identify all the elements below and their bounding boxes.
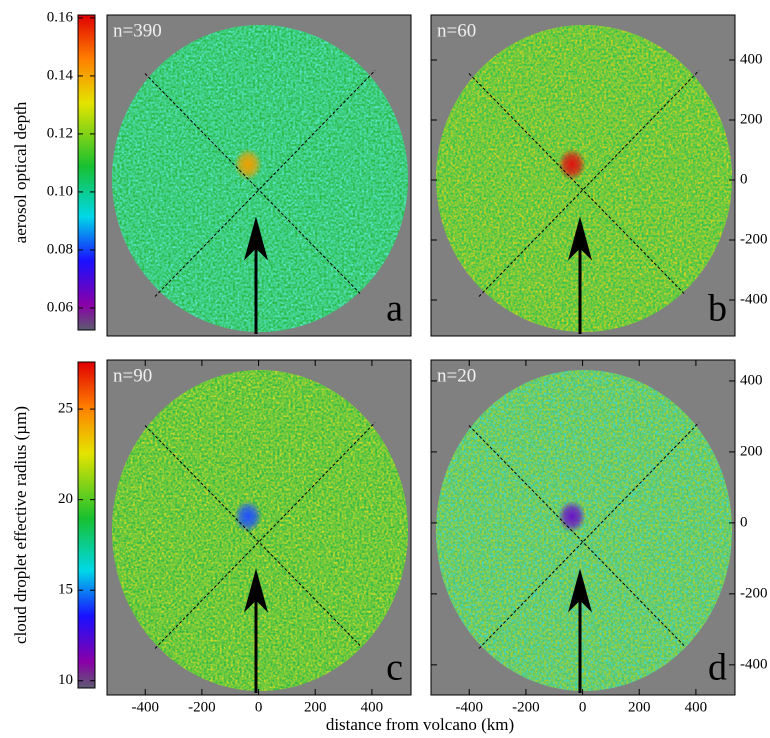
colorbar: 25 20 15 10 cloud droplet effective radius (… — [11, 361, 96, 689]
colorbar-tick-label: 0.10 — [47, 183, 73, 199]
x-tick-label: 0 — [255, 699, 263, 715]
x-tick-label: -400 — [455, 699, 483, 715]
panel-frame — [106, 14, 412, 337]
sector-line — [144, 425, 361, 646]
plume-spot — [234, 148, 262, 181]
panel: n=390 a — [106, 14, 412, 337]
colorbar-tick-label: 0.12 — [47, 125, 73, 141]
wind-arrow-head — [244, 216, 268, 261]
colorbar-label: aerosol optical depth — [11, 101, 30, 243]
heatmap-noise — [112, 370, 408, 691]
y-tick-label: -200 — [740, 231, 768, 247]
annotation: n=20 — [437, 365, 476, 386]
annotation: n=90 — [113, 365, 152, 386]
annotation: n=60 — [437, 20, 476, 41]
colorbar-tick-label: 0.06 — [47, 299, 74, 315]
heatmap-noise — [436, 25, 732, 332]
y-tick-label: -200 — [740, 585, 768, 601]
y-tick-label: 400 — [740, 51, 763, 67]
x-tick-label: 400 — [685, 699, 708, 715]
wind-arrow-head — [568, 216, 592, 261]
y-tick-label: 200 — [740, 443, 763, 459]
x-tick-label: 200 — [628, 699, 651, 715]
panel-frame — [430, 14, 736, 337]
heatmap-disc — [436, 370, 732, 691]
colorbar-tick-label: 0.16 — [47, 9, 74, 25]
colorbar-tick-label: 15 — [58, 582, 73, 598]
colorbar: 0.16 0.14 0.12 0.10 0.08 0.06 aerosol optical … — [11, 9, 96, 331]
sector-line — [468, 425, 685, 646]
sector-line — [154, 70, 376, 297]
sector-line — [478, 70, 700, 297]
colorbar-tick-label: 25 — [58, 401, 73, 417]
y-tick-label: -400 — [740, 291, 768, 307]
sector-line — [478, 422, 700, 649]
colorbar-tick-label: 0.08 — [47, 241, 73, 257]
y-tick-label: 400 — [740, 372, 763, 388]
plume-spot — [234, 500, 262, 533]
sector-line — [144, 73, 361, 294]
x-axis-label: distance from volcano (km) — [326, 715, 514, 734]
sector-line — [154, 422, 376, 649]
colorbar-gradient — [77, 14, 96, 331]
panel: n=20 d -400 -200 0 200 400 400 200 0 -200 -400 — [430, 359, 768, 715]
y-tick-label: 200 — [740, 111, 763, 127]
x-tick-label: -200 — [188, 699, 216, 715]
wind-arrow-head — [568, 568, 592, 613]
panel-label: d — [708, 647, 727, 689]
panel-label: a — [386, 288, 403, 330]
colorbar-tick-label: 20 — [58, 491, 73, 507]
plume-spot — [558, 148, 586, 181]
colorbar-tick-label: 0.14 — [47, 67, 74, 83]
panel-label: c — [386, 647, 403, 689]
x-tick-label: -200 — [512, 699, 540, 715]
sector-line — [468, 73, 685, 294]
heatmap-noise — [112, 25, 408, 332]
panel: n=90 c -400 -200 0 200 400 — [106, 359, 412, 715]
x-tick-label: 0 — [579, 699, 587, 715]
heatmap-disc — [436, 25, 732, 332]
wind-arrow-head — [244, 568, 268, 613]
heatmap-disc — [112, 25, 408, 332]
x-tick-label: 400 — [361, 699, 384, 715]
panel-label: b — [708, 288, 727, 330]
plume-spot — [558, 500, 586, 533]
y-tick-label: 0 — [740, 514, 748, 530]
x-tick-label: -400 — [131, 699, 159, 715]
colorbar-label: cloud droplet effective radius (µm) — [11, 406, 30, 644]
x-tick-label: 200 — [304, 699, 327, 715]
heatmap-disc — [112, 370, 408, 691]
colorbar-gradient — [77, 361, 96, 689]
y-tick-label: -400 — [740, 656, 768, 672]
heatmap-noise — [436, 370, 732, 691]
y-tick-label: 0 — [740, 171, 748, 187]
annotation: n=390 — [113, 20, 162, 41]
panel: n=60 b 400 200 0 -200 -400 — [430, 14, 768, 337]
colorbar-tick-label: 10 — [58, 672, 73, 688]
